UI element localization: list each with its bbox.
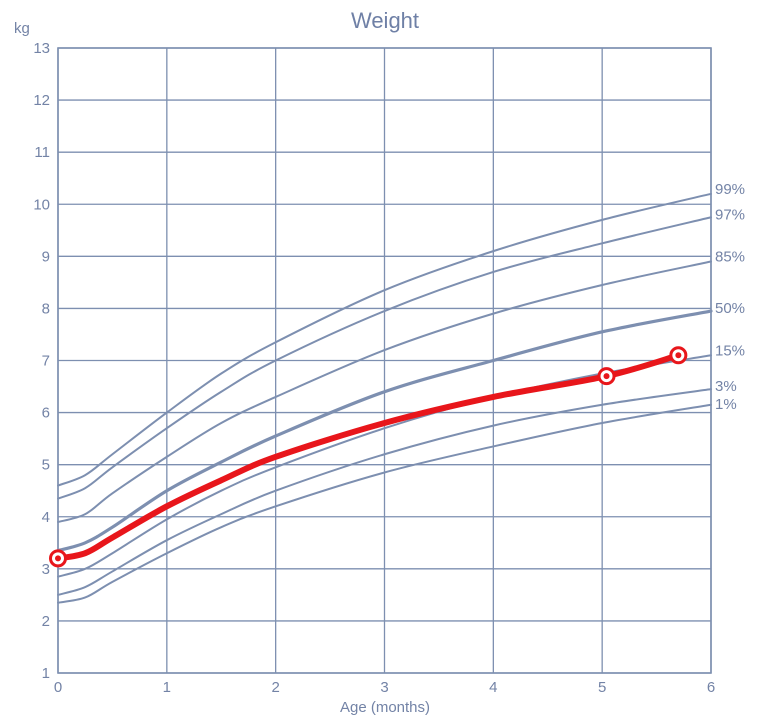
x-tick-label: 3 bbox=[380, 679, 388, 696]
percentile-label-1: 1% bbox=[715, 396, 737, 413]
percentile-curve-85 bbox=[57, 260, 712, 523]
y-tick-label: 10 bbox=[33, 196, 50, 213]
chart-title: Weight bbox=[351, 8, 419, 33]
y-tick-label: 13 bbox=[33, 40, 50, 57]
grid bbox=[57, 47, 712, 674]
percentile-labels: 99% 97% 85% 50% 15% 3%1% bbox=[715, 181, 745, 413]
y-tick-label: 3 bbox=[42, 561, 50, 578]
y-tick-label: 5 bbox=[42, 457, 50, 474]
x-axis-label: Age (months) bbox=[340, 699, 430, 716]
plot-frame bbox=[57, 47, 712, 674]
x-tick-label: 2 bbox=[271, 679, 279, 696]
child-weight-series bbox=[49, 346, 688, 568]
x-tick-label: 6 bbox=[707, 679, 715, 696]
percentile-label-85: 85% bbox=[715, 249, 745, 266]
y-tick-label: 6 bbox=[42, 405, 50, 422]
percentile-curve-50 bbox=[56, 309, 713, 553]
y-tick-label: 12 bbox=[33, 92, 50, 109]
y-tick-label: 9 bbox=[42, 248, 50, 265]
y-tick-label: 4 bbox=[42, 509, 50, 526]
measurement-marker-dot bbox=[675, 352, 682, 359]
percentile-label-99: 99% bbox=[715, 181, 745, 198]
child-weight-line bbox=[55, 352, 682, 562]
percentile-curve-99 bbox=[57, 192, 712, 487]
y-tick-label: 11 bbox=[34, 144, 50, 161]
measurement-marker-dot bbox=[603, 373, 610, 380]
percentile-label-97: 97% bbox=[715, 206, 745, 223]
percentile-curve-3 bbox=[57, 388, 712, 596]
percentile-label-50: 50% bbox=[715, 300, 745, 317]
x-tick-label: 0 bbox=[54, 679, 62, 696]
percentile-label-15: 15% bbox=[715, 342, 745, 359]
y-tick-label: 7 bbox=[42, 353, 50, 370]
y-axis-unit-label: kg bbox=[14, 20, 30, 37]
y-tick-label: 1 bbox=[42, 665, 50, 682]
x-tick-label: 1 bbox=[163, 679, 171, 696]
y-tick-label: 8 bbox=[42, 300, 50, 317]
percentile-curve-15 bbox=[57, 354, 712, 578]
percentile-curves bbox=[56, 192, 713, 604]
measurement-point[interactable] bbox=[597, 367, 616, 386]
percentile-curve-1 bbox=[57, 403, 712, 604]
measurement-marker-dot bbox=[55, 555, 61, 562]
percentile-label-3: 3% bbox=[715, 378, 737, 395]
measurement-point[interactable] bbox=[669, 346, 688, 365]
percentile-curve-97 bbox=[57, 216, 712, 500]
measurement-point[interactable] bbox=[49, 549, 67, 568]
y-tick-label: 2 bbox=[42, 613, 50, 630]
x-tick-label: 4 bbox=[489, 679, 497, 696]
x-tick-label: 5 bbox=[598, 679, 606, 696]
